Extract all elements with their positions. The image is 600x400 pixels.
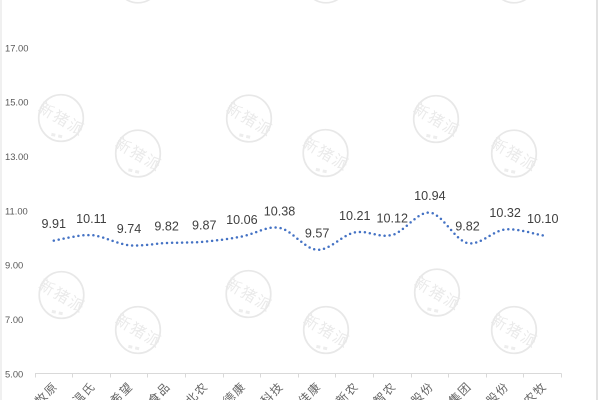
svg-text:9.87: 9.87: [192, 218, 217, 232]
svg-text:10.06: 10.06: [226, 213, 258, 227]
svg-text:10.10: 10.10: [527, 212, 559, 226]
svg-text:9.82: 9.82: [154, 220, 179, 234]
svg-text:17.00: 17.00: [5, 42, 28, 53]
svg-text:9.74: 9.74: [117, 222, 142, 236]
svg-text:7.00: 7.00: [5, 314, 23, 325]
svg-text:10.11: 10.11: [76, 212, 107, 226]
svg-text:9.82: 9.82: [455, 220, 480, 234]
svg-text:5.00: 5.00: [5, 368, 23, 379]
svg-text:10.94: 10.94: [414, 189, 446, 203]
svg-text:15.00: 15.00: [5, 97, 28, 108]
svg-text:10.38: 10.38: [264, 204, 296, 218]
svg-text:9.00: 9.00: [5, 260, 23, 271]
svg-text:10.32: 10.32: [489, 206, 521, 220]
svg-text:9.91: 9.91: [42, 217, 67, 231]
svg-text:10.12: 10.12: [377, 212, 409, 226]
svg-text:9.57: 9.57: [305, 226, 330, 240]
svg-text:13.00: 13.00: [5, 151, 28, 162]
svg-text:11.00: 11.00: [5, 205, 28, 216]
svg-text:10.21: 10.21: [339, 209, 371, 223]
